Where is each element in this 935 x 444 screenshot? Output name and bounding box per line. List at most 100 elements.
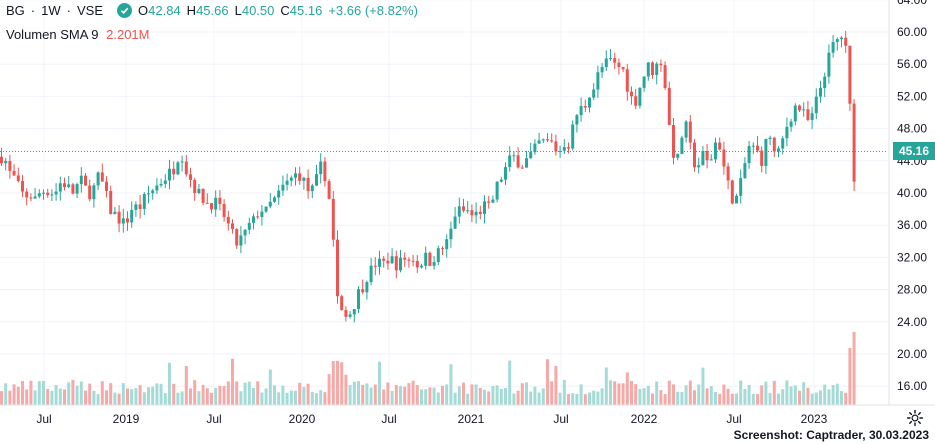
- volume-bar: [84, 390, 87, 405]
- candle-body: [348, 314, 352, 317]
- candle-body: [96, 172, 100, 186]
- candle-body: [327, 181, 331, 199]
- volume-bar: [743, 389, 747, 405]
- volume-bar: [793, 385, 797, 405]
- volume-bar: [113, 392, 117, 405]
- volume-bar: [449, 364, 453, 405]
- volume-bar: [764, 381, 768, 405]
- candle-body: [604, 58, 608, 68]
- candle-body: [701, 151, 705, 166]
- volume-bar: [756, 394, 759, 405]
- volume-bar: [54, 385, 58, 405]
- candle-body: [310, 185, 314, 192]
- ohlc-open: O42.84: [138, 3, 181, 18]
- volume-bar: [46, 388, 50, 405]
- candle-body: [37, 193, 41, 197]
- volume-bar: [151, 386, 155, 405]
- volume-bar: [298, 382, 302, 405]
- candle-body: [667, 87, 671, 126]
- volume-bar: [294, 390, 297, 405]
- candle-body: [142, 194, 146, 209]
- volume-bar: [453, 392, 457, 405]
- candle-body: [709, 159, 713, 161]
- candle-body: [407, 259, 411, 261]
- candle-body: [520, 167, 524, 169]
- candle-body: [172, 168, 176, 175]
- price-tick-label: 24.00: [897, 315, 927, 329]
- volume-bar: [726, 388, 730, 405]
- candle-body: [504, 167, 507, 180]
- volume-bar: [218, 385, 222, 405]
- volume-bar: [142, 392, 146, 405]
- volume-bar: [600, 388, 604, 405]
- volume-bar: [466, 393, 470, 405]
- candle-body: [676, 153, 680, 158]
- volume-bar: [739, 380, 743, 405]
- volume-bar: [508, 360, 512, 405]
- volume-bar: [609, 380, 612, 405]
- candle-body: [138, 204, 142, 209]
- candle-body: [197, 188, 201, 194]
- candle-body: [760, 150, 764, 166]
- gear-icon[interactable]: [906, 409, 924, 427]
- volume-bar: [21, 381, 24, 405]
- volume-bar: [533, 386, 537, 405]
- volume-bar: [840, 391, 843, 405]
- candle-body: [588, 97, 591, 108]
- candle-body: [63, 183, 66, 188]
- time-tick-label: 2020: [289, 412, 316, 426]
- volume-bar: [676, 391, 680, 405]
- price-axis[interactable]: 16.0020.0024.0028.0032.0036.0040.0044.00…: [888, 0, 927, 405]
- volume-bar: [546, 359, 549, 405]
- volume-bar: [37, 381, 41, 405]
- candle-body: [596, 72, 600, 90]
- volume-bar: [617, 383, 621, 405]
- candle-body: [478, 211, 482, 214]
- volume-bar: [722, 384, 726, 405]
- candle-body: [403, 257, 407, 260]
- candle-body: [277, 190, 281, 198]
- volume-bar: [256, 381, 260, 405]
- volume-bar: [58, 388, 62, 405]
- time-tick-label: 2022: [631, 412, 658, 426]
- volume-bar: [504, 387, 507, 405]
- volume-bar: [823, 384, 827, 405]
- time-axis[interactable]: Jul 2019 Jul 2020 Jul 2021 Jul 2022 Jul 2023: [0, 404, 935, 426]
- candle-body: [541, 139, 545, 141]
- candle-body: [340, 296, 344, 311]
- volume-bar: [831, 384, 835, 405]
- volume-bar: [428, 387, 432, 405]
- volume-bar: [25, 389, 29, 405]
- candle-body: [630, 91, 633, 97]
- candle-body: [147, 193, 150, 195]
- volume-bar: [138, 385, 142, 405]
- volume-bar: [550, 381, 554, 405]
- volume-bar: [100, 381, 104, 405]
- candle-body: [268, 201, 272, 207]
- candle-body: [449, 228, 453, 240]
- volume-bar: [630, 381, 633, 405]
- volume-bar: [33, 390, 37, 405]
- candle-body: [134, 204, 138, 210]
- candle-body: [642, 76, 646, 88]
- volume-bar: [848, 348, 852, 405]
- ohlc-high: H45.66: [186, 3, 229, 18]
- candle-body: [424, 252, 428, 266]
- candle-body: [785, 126, 789, 139]
- interval-label[interactable]: 1W: [41, 3, 61, 18]
- volume-bar: [718, 393, 722, 405]
- volume-bar: [172, 383, 176, 405]
- candle-body: [46, 192, 50, 196]
- candle-body: [802, 109, 806, 111]
- ohlc-close: C45.16: [280, 3, 323, 18]
- candle-body: [306, 177, 310, 192]
- symbol-name[interactable]: BG: [6, 3, 25, 18]
- candle-body: [344, 310, 348, 317]
- volume-bar: [499, 388, 503, 405]
- volume-bar: [189, 388, 192, 405]
- volume-bar: [592, 390, 596, 405]
- volume-bar: [373, 384, 377, 405]
- volume-bar: [155, 383, 159, 405]
- volume-bar: [197, 391, 201, 405]
